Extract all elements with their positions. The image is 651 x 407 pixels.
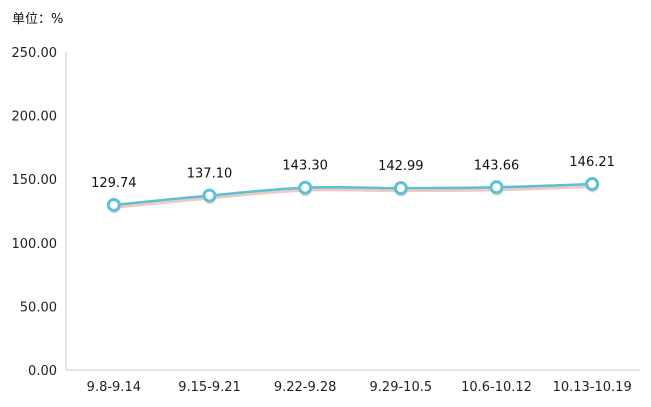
data-label: 142.99 [378, 159, 424, 174]
data-point [106, 197, 121, 212]
x-tick-label: 9.29-10.5 [370, 380, 433, 395]
data-point [298, 180, 313, 195]
data-label: 129.74 [91, 176, 137, 191]
series-line [113, 182, 593, 207]
x-tick-label: 9.8-9.14 [87, 380, 141, 395]
x-tick-label: 10.13-10.19 [553, 380, 632, 395]
y-axis-ticks: 0.00 50.00 100.00 150.00 200.00 250.00 [12, 46, 58, 379]
data-points [106, 177, 600, 214]
data-label: 143.66 [474, 158, 520, 173]
x-tick-label: 9.15-9.21 [178, 380, 241, 395]
data-point [393, 181, 408, 196]
data-point [489, 180, 504, 195]
y-tick-label: 150.00 [12, 173, 58, 188]
series-line-shadow [113, 185, 593, 209]
y-tick-label: 250.00 [12, 46, 58, 61]
y-tick-label: 0.00 [28, 364, 57, 379]
y-tick-label: 200.00 [12, 110, 58, 125]
x-axis-ticks: 9.8-9.14 9.15-9.21 9.22-9.28 9.29-10.5 10.6-… [87, 380, 632, 395]
data-label: 146.21 [569, 155, 615, 170]
data-point [202, 188, 217, 203]
data-point [585, 177, 600, 192]
data-label: 137.10 [187, 167, 233, 182]
unit-label: 单位：% [12, 12, 63, 27]
data-labels: 129.74 137.10 143.30 142.99 143.66 146.21 [91, 155, 615, 191]
y-tick-label: 100.00 [12, 237, 58, 252]
x-tick-label: 9.22-9.28 [274, 380, 337, 395]
x-tick-label: 10.6-10.12 [461, 380, 532, 395]
data-label: 143.30 [282, 159, 328, 174]
y-tick-label: 50.00 [20, 300, 57, 315]
